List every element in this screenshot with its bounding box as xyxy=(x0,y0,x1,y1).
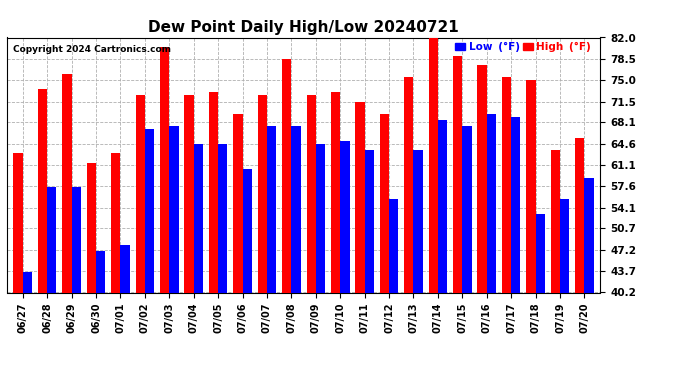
Bar xyxy=(355,102,364,375)
Bar xyxy=(72,187,81,375)
Bar xyxy=(218,144,228,375)
Bar xyxy=(413,150,423,375)
Bar xyxy=(62,74,72,375)
Bar xyxy=(23,272,32,375)
Bar xyxy=(194,144,203,375)
Bar xyxy=(14,153,23,375)
Bar xyxy=(96,251,106,375)
Legend: Low  (°F), High  (°F): Low (°F), High (°F) xyxy=(451,38,595,56)
Bar xyxy=(145,129,154,375)
Bar xyxy=(169,126,179,375)
Bar xyxy=(462,126,471,375)
Bar xyxy=(136,96,145,375)
Bar xyxy=(316,144,325,375)
Bar xyxy=(364,150,374,375)
Bar xyxy=(453,56,462,375)
Text: Copyright 2024 Cartronics.com: Copyright 2024 Cartronics.com xyxy=(13,45,171,54)
Bar xyxy=(38,89,47,375)
Bar xyxy=(121,245,130,375)
Bar xyxy=(267,126,276,375)
Bar xyxy=(257,96,267,375)
Bar xyxy=(560,199,569,375)
Bar xyxy=(111,153,121,375)
Bar xyxy=(404,77,413,375)
Bar xyxy=(551,150,560,375)
Bar xyxy=(477,65,486,375)
Bar xyxy=(486,114,496,375)
Bar xyxy=(380,114,389,375)
Bar xyxy=(575,138,584,375)
Bar xyxy=(306,96,316,375)
Bar xyxy=(511,117,520,375)
Bar xyxy=(535,214,545,375)
Bar xyxy=(160,46,169,375)
Title: Dew Point Daily High/Low 20240721: Dew Point Daily High/Low 20240721 xyxy=(148,20,459,35)
Bar xyxy=(502,77,511,375)
Bar xyxy=(47,187,57,375)
Bar xyxy=(389,199,398,375)
Bar xyxy=(209,92,218,375)
Bar xyxy=(233,114,243,375)
Bar xyxy=(584,178,593,375)
Bar xyxy=(184,96,194,375)
Bar xyxy=(87,162,96,375)
Bar xyxy=(438,120,447,375)
Bar xyxy=(243,169,252,375)
Bar xyxy=(331,92,340,375)
Bar xyxy=(282,59,291,375)
Bar xyxy=(428,38,438,375)
Bar xyxy=(291,126,301,375)
Bar xyxy=(340,141,350,375)
Bar xyxy=(526,80,535,375)
